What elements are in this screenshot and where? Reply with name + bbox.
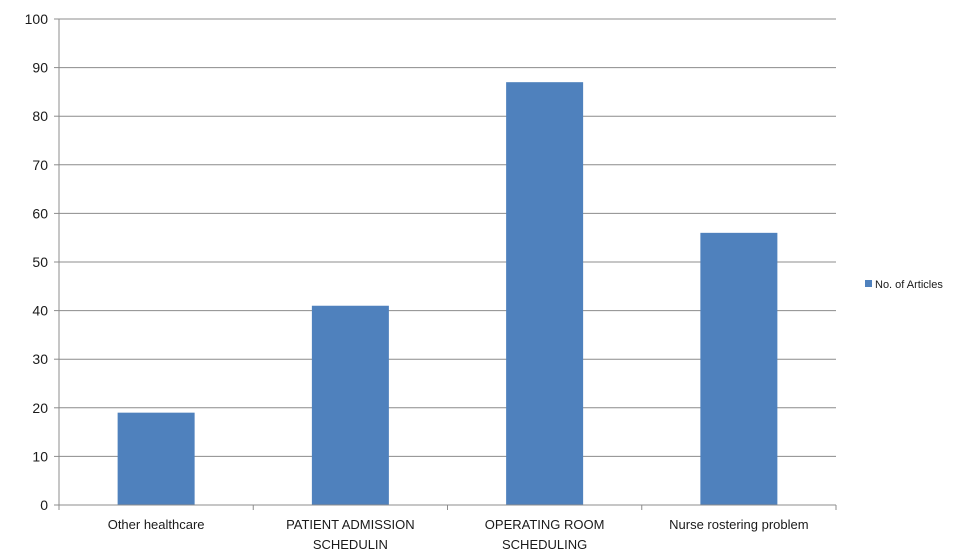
y-tick-label: 100 — [25, 11, 49, 27]
x-category-label: PATIENT ADMISSION SCHEDULIN — [286, 517, 415, 552]
y-tick-label: 80 — [32, 108, 48, 124]
y-tick-label: 60 — [32, 205, 48, 221]
y-tick-label: 10 — [32, 448, 48, 464]
bar — [311, 305, 389, 505]
legend-swatch — [865, 280, 872, 287]
x-category-label: OPERATING ROOM SCHEDULING — [485, 517, 605, 552]
x-category-label-line: SCHEDULIN — [313, 537, 388, 552]
bar — [700, 232, 778, 505]
bar — [506, 82, 584, 506]
legend-label: No. of Articles — [875, 279, 943, 291]
x-category-label-line: OPERATING ROOM — [485, 517, 605, 532]
x-category-label: Nurse rostering problem — [669, 517, 808, 532]
y-tick-label: 30 — [32, 351, 48, 367]
y-tick-labels: 0 10 20 30 40 50 60 70 80 90 100 — [25, 11, 49, 513]
x-category-label-line: Nurse rostering problem — [669, 517, 808, 532]
x-category-label-line: PATIENT ADMISSION — [286, 517, 415, 532]
x-category-labels: Other healthcare PATIENT ADMISSION SCHEDUL… — [108, 517, 809, 552]
axes — [54, 18, 837, 510]
x-category-label: Other healthcare — [108, 517, 205, 532]
bars — [117, 82, 778, 506]
y-tick-label: 70 — [32, 157, 48, 173]
y-tick-label: 40 — [32, 303, 48, 319]
x-category-label-line: Other healthcare — [108, 517, 205, 532]
y-tick-label: 20 — [32, 400, 48, 416]
y-tick-label: 0 — [40, 497, 48, 513]
legend: No. of Articles — [865, 279, 943, 291]
bar — [117, 412, 195, 505]
gridlines — [59, 18, 836, 457]
y-tick-label: 90 — [32, 60, 48, 76]
y-tick-label: 50 — [32, 254, 48, 270]
x-category-label-line: SCHEDULING — [502, 537, 587, 552]
